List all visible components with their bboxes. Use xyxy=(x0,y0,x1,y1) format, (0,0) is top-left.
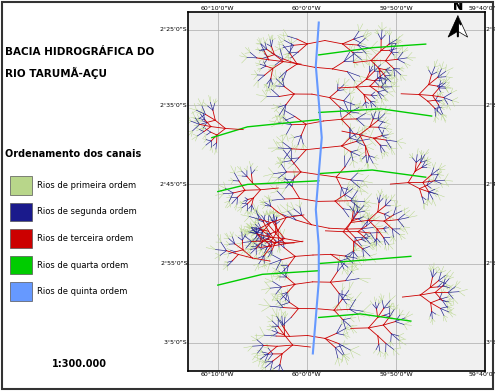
Text: 2°45'0"S: 2°45'0"S xyxy=(160,182,188,187)
Text: Rios de quarta ordem: Rios de quarta ordem xyxy=(37,260,128,270)
Text: 1:300.000: 1:300.000 xyxy=(51,359,107,369)
Text: 59°50'0"W: 59°50'0"W xyxy=(379,6,413,11)
Polygon shape xyxy=(448,16,458,37)
Text: 60°10'0"W: 60°10'0"W xyxy=(201,6,235,11)
Text: 3°5'0"S: 3°5'0"S xyxy=(164,340,188,345)
Text: 2°35'0"S: 2°35'0"S xyxy=(160,103,188,108)
Text: 2°25'0"S: 2°25'0"S xyxy=(486,27,495,32)
Text: 60°0'0"W: 60°0'0"W xyxy=(292,6,322,11)
Text: N: N xyxy=(453,0,463,13)
Text: 2°25'0"S: 2°25'0"S xyxy=(160,27,188,32)
Text: Rios de primeira ordem: Rios de primeira ordem xyxy=(37,181,136,190)
Text: Rios de quinta ordem: Rios de quinta ordem xyxy=(37,287,128,296)
Polygon shape xyxy=(458,16,468,37)
Text: Rios de terceira ordem: Rios de terceira ordem xyxy=(37,234,133,243)
Text: 59°40'0"W: 59°40'0"W xyxy=(468,372,495,377)
Text: 2°35'0"S: 2°35'0"S xyxy=(486,103,495,108)
Text: 59°50'0"W: 59°50'0"W xyxy=(379,372,413,377)
Text: 60°0'0"W: 60°0'0"W xyxy=(292,372,322,377)
Text: 3°5'0"S: 3°5'0"S xyxy=(486,340,495,345)
Text: 60°10'0"W: 60°10'0"W xyxy=(201,372,235,377)
Text: Rios de segunda ordem: Rios de segunda ordem xyxy=(37,207,137,217)
Text: 59°40'0"W: 59°40'0"W xyxy=(468,6,495,11)
Text: Ordenamento dos canais: Ordenamento dos canais xyxy=(5,149,141,159)
Text: 2°55'0"S: 2°55'0"S xyxy=(486,261,495,266)
Text: RIO TARUMÃ-AÇU: RIO TARUMÃ-AÇU xyxy=(5,66,107,79)
Text: 2°55'0"S: 2°55'0"S xyxy=(160,261,188,266)
Text: 2°45'0"S: 2°45'0"S xyxy=(486,182,495,187)
Text: BACIA HIDROGRÁFICA DO: BACIA HIDROGRÁFICA DO xyxy=(5,47,154,57)
Text: N: N xyxy=(453,1,462,11)
